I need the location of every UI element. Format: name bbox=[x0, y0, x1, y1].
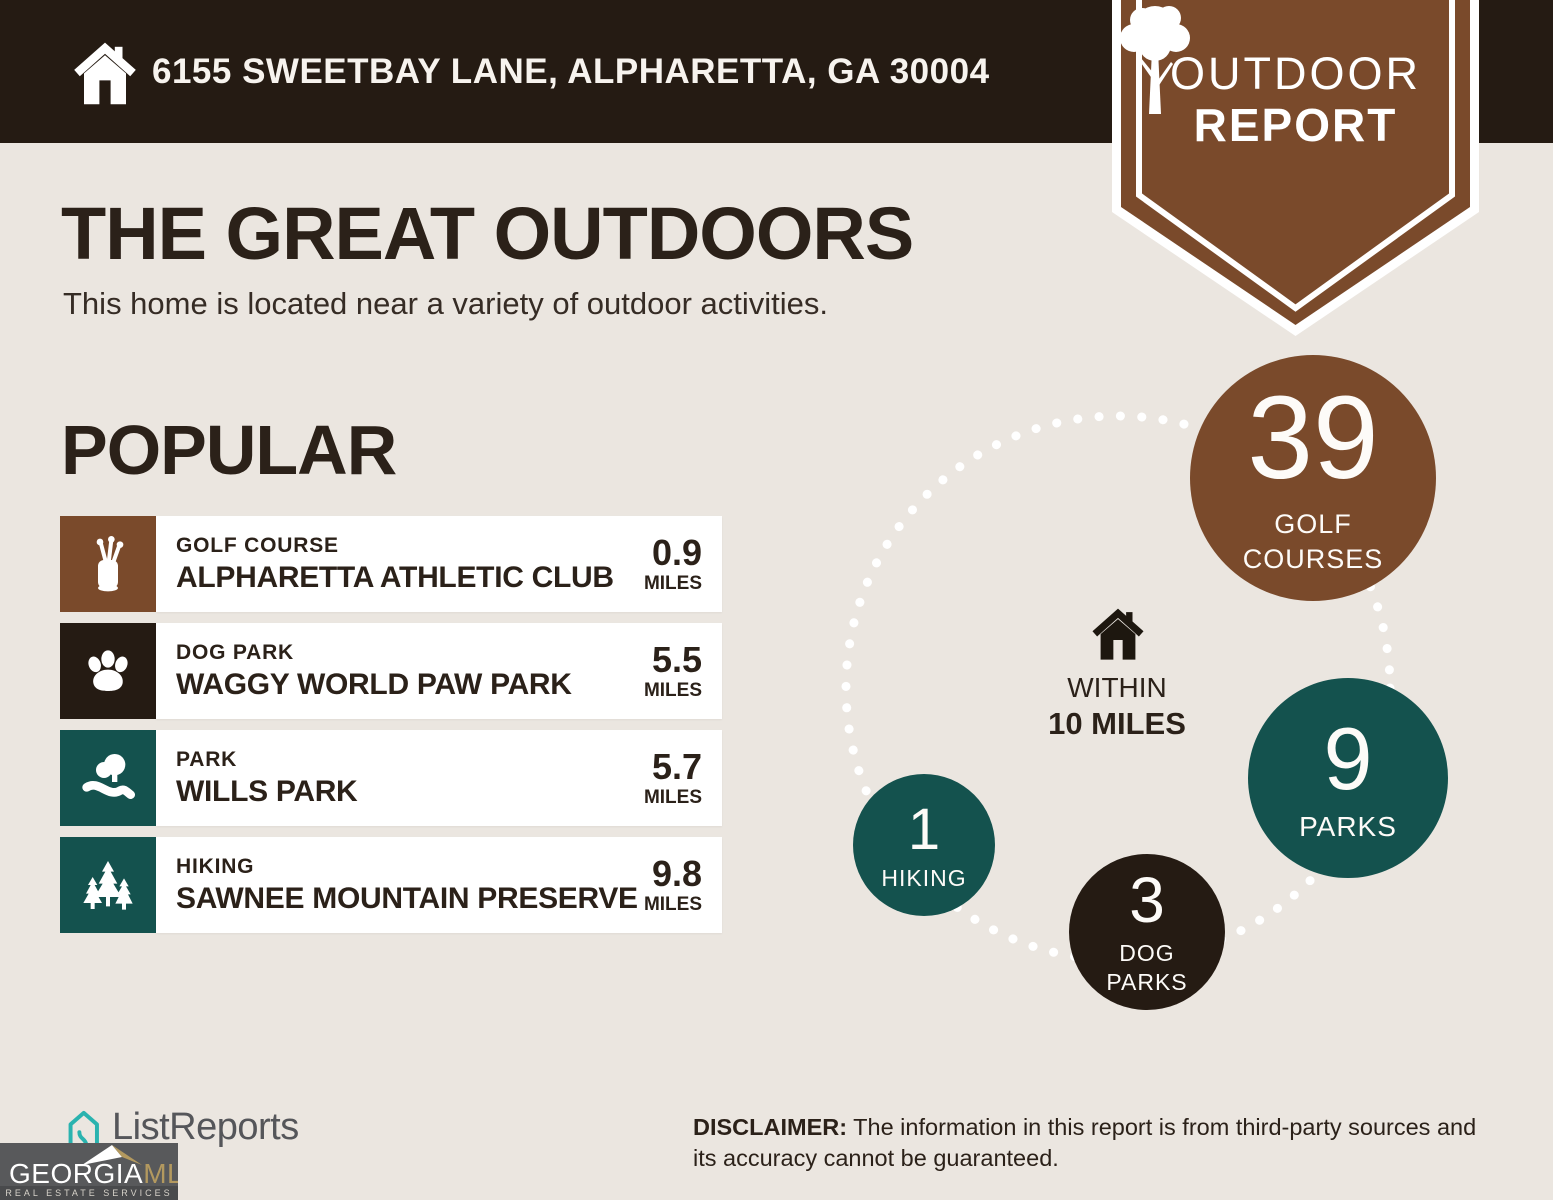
popular-item-park: PARK WILLS PARK 5.7 MILES bbox=[60, 730, 722, 826]
golf-courses-count: 39 bbox=[1247, 371, 1379, 504]
within-label: WITHIN bbox=[1067, 672, 1167, 703]
disclaimer-text: The information in this report is from t… bbox=[693, 1114, 1477, 1171]
listreports-logo: ListReports bbox=[60, 1104, 299, 1150]
bubble-hiking: 1 HIKING bbox=[853, 774, 995, 916]
hiking-label: HIKING bbox=[881, 864, 967, 891]
page-subtitle: This home is located near a variety of o… bbox=[63, 286, 829, 321]
dog-parks-label: DOG PARKS bbox=[1106, 939, 1188, 995]
radius-label: 10 MILES bbox=[1048, 706, 1186, 741]
paw-icon bbox=[60, 623, 156, 719]
hiking-count: 1 bbox=[907, 796, 941, 862]
park-tree-path-icon bbox=[60, 730, 156, 826]
item-category: PARK bbox=[176, 747, 238, 771]
tree-icon bbox=[1120, 6, 1190, 114]
bubble-golf-courses: 39 GOLF COURSES bbox=[1190, 355, 1436, 601]
badge-shape bbox=[1112, 0, 1479, 336]
item-distance: 5.7 MILES bbox=[643, 746, 702, 808]
item-category: DOG PARK bbox=[176, 640, 295, 664]
badge-title-line2: REPORT bbox=[1193, 99, 1398, 151]
bubble-dog-parks: 3 DOG PARKS bbox=[1069, 854, 1225, 1010]
mls-roof-icon bbox=[82, 1145, 142, 1165]
parks-label: PARKS bbox=[1299, 811, 1397, 842]
badge-title-line1: OUTDOOR bbox=[1170, 48, 1421, 99]
golf-bag-icon bbox=[60, 516, 156, 612]
golf-courses-label: GOLF COURSES bbox=[1242, 508, 1384, 574]
property-address: 6155 SWEETBAY LANE, ALPHARETTA, GA 30004 bbox=[152, 51, 990, 91]
item-distance: 5.5 MILES bbox=[643, 639, 702, 701]
popular-item-hiking: HIKING SAWNEE MOUNTAIN PRESERVE 9.8 MILE… bbox=[60, 837, 722, 933]
item-distance: 9.8 MILES bbox=[643, 853, 702, 915]
bubble-parks: 9 PARKS bbox=[1248, 678, 1448, 878]
mls-tagline: REAL ESTATE SERVICES bbox=[5, 1188, 173, 1198]
outdoor-report-badge: OUTDOOR REPORT bbox=[1112, 0, 1479, 336]
item-name: SAWNEE MOUNTAIN PRESERVE bbox=[176, 881, 638, 915]
dog-parks-count: 3 bbox=[1129, 863, 1165, 936]
disclaimer-label: DISCLAIMER: bbox=[693, 1114, 848, 1140]
pine-trees-icon bbox=[60, 837, 156, 933]
popular-item-dog-park: DOG PARK WAGGY WORLD PAW PARK 5.5 MILES bbox=[60, 623, 722, 719]
mls-wordmark: GEORGIAMLS bbox=[9, 1158, 178, 1189]
item-name: ALPHARETTA ATHLETIC CLUB bbox=[176, 560, 614, 594]
popular-item-golf-course: GOLF COURSE ALPHARETTA ATHLETIC CLUB 0.9… bbox=[60, 516, 722, 612]
item-distance: 0.9 MILES bbox=[643, 532, 702, 594]
item-name: WAGGY WORLD PAW PARK bbox=[176, 667, 572, 701]
home-icon bbox=[1092, 608, 1144, 660]
popular-heading: POPULAR bbox=[61, 411, 397, 489]
item-category: HIKING bbox=[176, 854, 255, 878]
item-name: WILLS PARK bbox=[176, 774, 358, 808]
parks-count: 9 bbox=[1323, 709, 1373, 808]
listreports-wordmark: ListReports bbox=[112, 1105, 299, 1148]
item-category: GOLF COURSE bbox=[176, 533, 339, 557]
disclaimer: DISCLAIMER: The information in this repo… bbox=[693, 1112, 1493, 1174]
home-icon bbox=[74, 42, 136, 105]
georgia-mls-logo: GEORGIAMLS REAL ESTATE SERVICES bbox=[0, 1143, 178, 1200]
page-title: THE GREAT OUTDOORS bbox=[61, 192, 914, 275]
